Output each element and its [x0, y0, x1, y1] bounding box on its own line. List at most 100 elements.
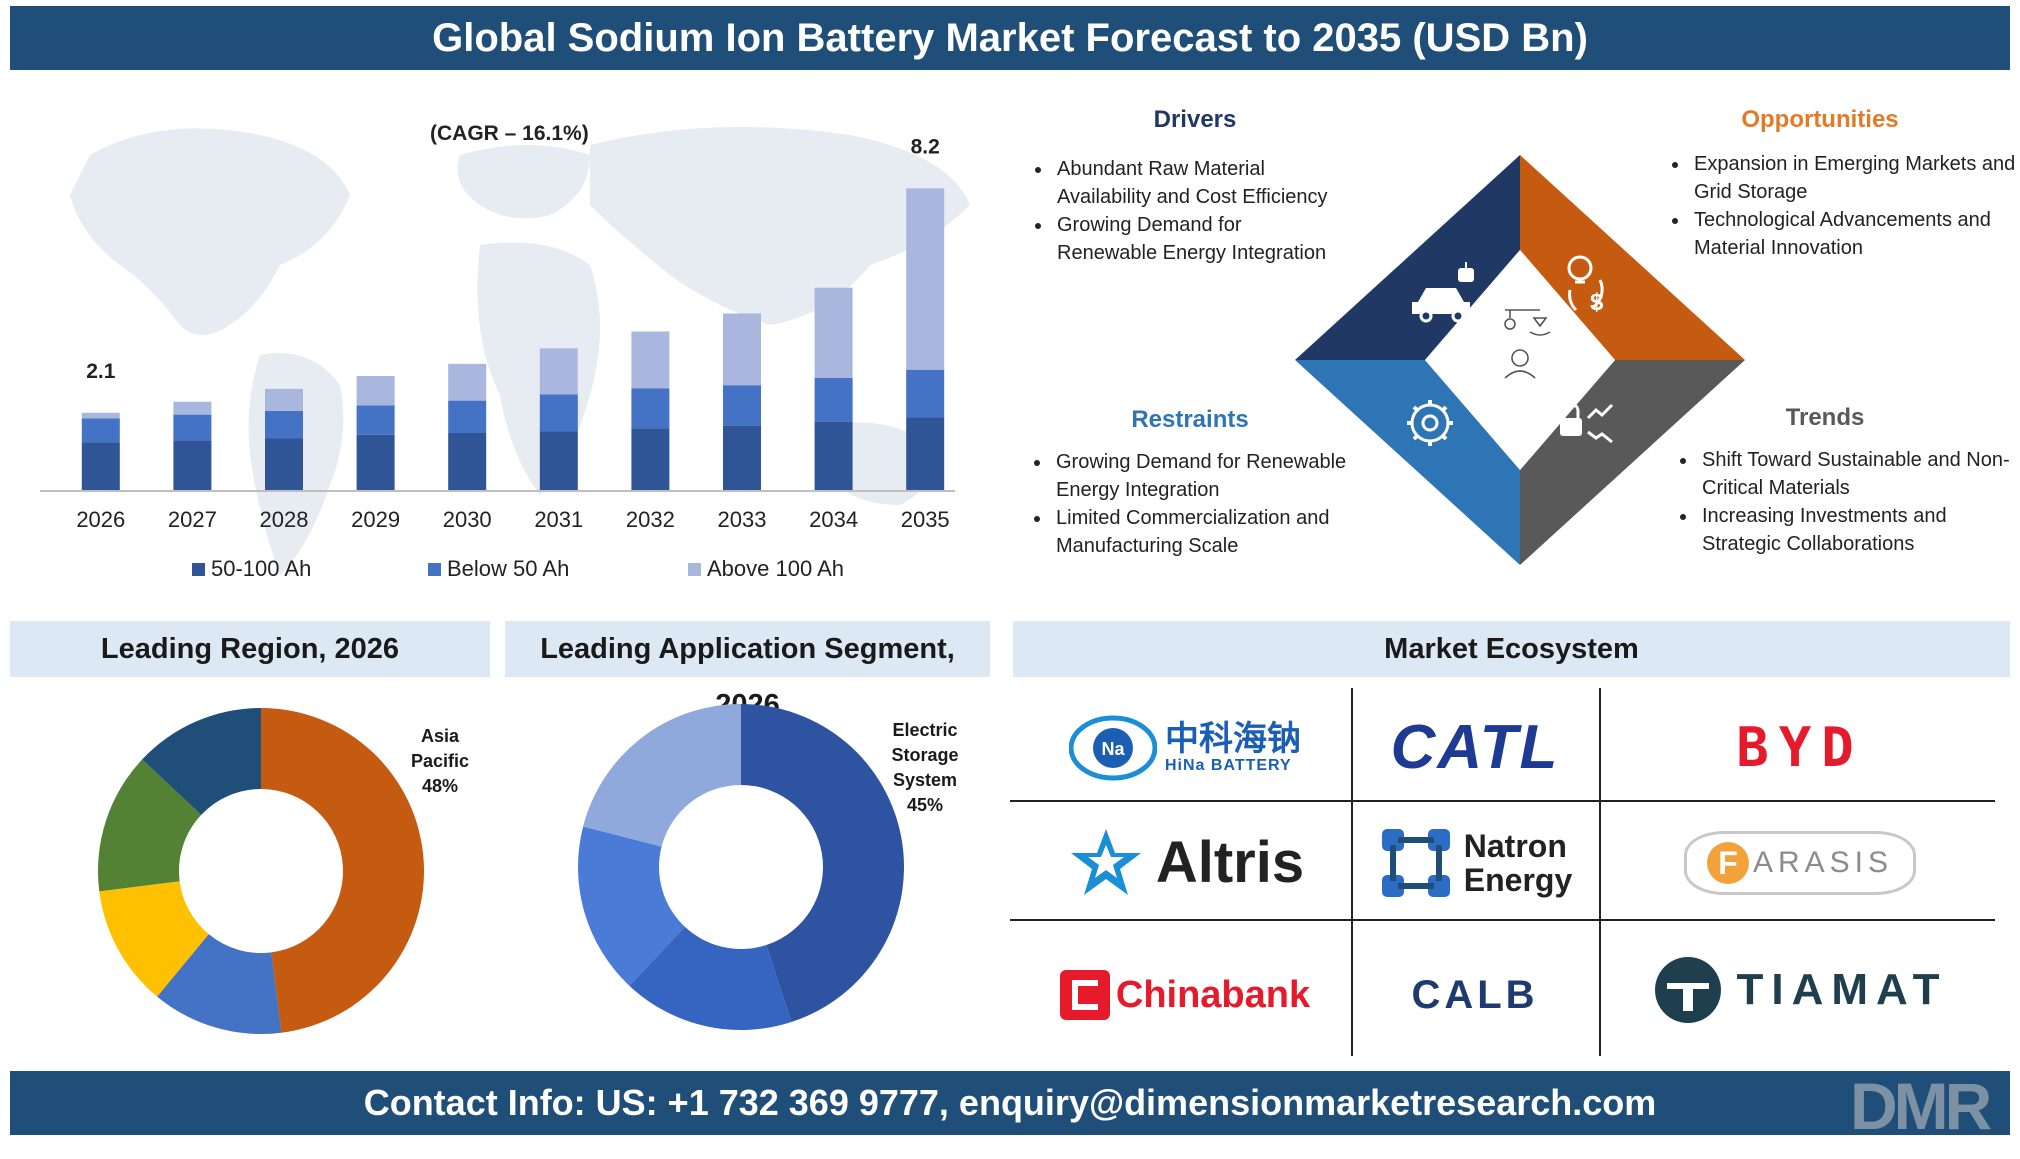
diamond-center — [1425, 250, 1615, 470]
x-tick-label: 2027 — [168, 507, 217, 532]
calb-wordmark: CALB — [1411, 972, 1539, 1017]
x-tick-label: 2026 — [76, 507, 125, 532]
region-donut-chart — [98, 708, 424, 1034]
region-callout-line: Asia — [420, 726, 460, 746]
bar-segment — [265, 438, 303, 490]
svg-text:$: $ — [1590, 289, 1604, 316]
restraints-list: Growing Demand for Renewable Energy Inte… — [1022, 448, 1372, 560]
bar-segment — [723, 385, 761, 426]
legend-swatch — [428, 562, 441, 576]
donut-slice — [741, 704, 904, 1023]
donut-slice — [629, 926, 792, 1030]
donut-slice — [98, 759, 202, 892]
bar-segment — [631, 428, 670, 490]
x-tick-label: 2035 — [901, 507, 950, 532]
market-dynamics-diamond: $ — [1295, 155, 1745, 565]
application-callout: Electric Storage System 45% — [880, 718, 970, 818]
grid-divider — [1599, 688, 1601, 1056]
natron-line: Energy — [1463, 861, 1573, 898]
bar-total-label: 2.1 — [86, 360, 116, 383]
contact-banner: Contact Info: US: +1 732 369 9777, enqui… — [10, 1071, 2010, 1135]
drivers-list: Abundant Raw Material Availability and C… — [1023, 155, 1343, 267]
natron-squares-icon — [1381, 828, 1450, 897]
x-tick-label: 2028 — [260, 507, 309, 532]
diamond-bottom-right — [1520, 360, 1745, 565]
application-donut-chart — [578, 704, 904, 1030]
hina-text: 中科海钠 HiNa BATTERY — [1165, 721, 1301, 775]
bar-segment — [448, 432, 487, 490]
dmr-watermark: DMR — [1850, 1069, 1992, 1143]
legend-swatch — [192, 562, 205, 576]
legend-label: 50-100 Ah — [211, 556, 312, 581]
x-tick-label: 2029 — [351, 507, 400, 532]
bar-segment — [356, 375, 395, 406]
trends-title: Trends — [1785, 404, 1865, 431]
natron-line: Natron — [1463, 827, 1567, 864]
hina-chinese-name: 中科海钠 — [1165, 719, 1301, 758]
bar-segment — [448, 400, 487, 433]
bar-segment — [906, 417, 945, 490]
bar-segment — [173, 440, 212, 490]
bar-segment — [265, 388, 303, 411]
bar-segment — [539, 394, 578, 432]
application-callout-line: Storage — [891, 745, 959, 765]
bar-segment — [631, 331, 670, 389]
legend-item-50-100: 50-100 Ah — [192, 556, 311, 582]
legend-label: Above 100 Ah — [707, 556, 845, 581]
bar-segment — [265, 410, 303, 439]
altris-star-icon — [1070, 828, 1141, 895]
application-callout-line: Electric — [892, 720, 958, 740]
bar-segment — [814, 287, 853, 378]
logo-catl: CATL — [1360, 700, 1590, 795]
tiamat-emblem-icon — [1654, 957, 1721, 1023]
bar-segment — [906, 369, 945, 418]
x-tick-label: 2030 — [443, 507, 492, 532]
bar-segment — [539, 431, 578, 490]
bar-segment — [723, 425, 761, 490]
logo-altris: Altris — [1030, 815, 1340, 910]
tiamat-wordmark: TIAMAT — [1736, 965, 1948, 1014]
trends-list: Shift Toward Sustainable and Non-Critica… — [1668, 446, 2020, 558]
donut-slice — [261, 708, 424, 1033]
hina-emblem-icon: Na — [1069, 715, 1157, 780]
donut-slice — [583, 704, 741, 847]
region-callout-line: Pacific — [410, 751, 470, 771]
legend-label: Below 50 Ah — [447, 556, 570, 581]
region-callout: Asia Pacific 48% — [400, 724, 480, 799]
donut-slice — [142, 708, 261, 815]
natron-wordmark: Natron Energy — [1464, 829, 1572, 897]
logo-natron-energy: Natron Energy — [1360, 815, 1590, 910]
donut-slice — [157, 934, 282, 1034]
x-tick-label: 2033 — [718, 507, 767, 532]
person-lamp-icon — [1504, 309, 1551, 379]
bar-segment — [631, 388, 670, 429]
cagr-annotation: (CAGR – 16.1%) — [430, 122, 589, 145]
opportunities-item: Expansion in Emerging Markets and Grid S… — [1690, 150, 2020, 206]
legend-item-below-50: Below 50 Ah — [428, 556, 569, 582]
restraints-item: Growing Demand for Renewable Energy Inte… — [1052, 448, 1372, 504]
bar-segment — [723, 313, 761, 386]
logo-hina-battery: Na 中科海钠 HiNa BATTERY — [1030, 700, 1340, 795]
logo-tiamat: TIAMAT — [1610, 940, 1990, 1040]
bar-total-label: 8.2 — [911, 135, 940, 158]
farasis-f-badge: F — [1706, 841, 1749, 884]
bar-segment — [81, 418, 120, 443]
byd-wordmark: BYD — [1736, 716, 1864, 779]
application-section-header: Leading Application Segment, 2026 — [505, 621, 990, 721]
donut-slice — [99, 881, 209, 997]
restraints-item: Limited Commercialization and Manufactur… — [1052, 504, 1372, 560]
drivers-title: Drivers — [1153, 106, 1237, 133]
gear-network-icon — [1407, 400, 1453, 446]
bar-segment — [906, 188, 945, 370]
chinabank-icon — [1059, 970, 1110, 1020]
opportunities-list: Expansion in Emerging Markets and Grid S… — [1660, 150, 2020, 262]
bar-segment — [814, 377, 853, 422]
logo-byd: BYD — [1610, 700, 1990, 795]
lock-trend-icon — [1560, 402, 1614, 444]
application-callout-line: 45% — [906, 795, 944, 815]
diamond-bottom-left — [1295, 360, 1520, 565]
bar-segment — [81, 412, 120, 419]
logo-calb: CALB — [1360, 940, 1590, 1050]
hina-english-name: HiNa BATTERY — [1165, 756, 1292, 774]
opportunities-item: Technological Advancements and Material … — [1690, 206, 2020, 262]
